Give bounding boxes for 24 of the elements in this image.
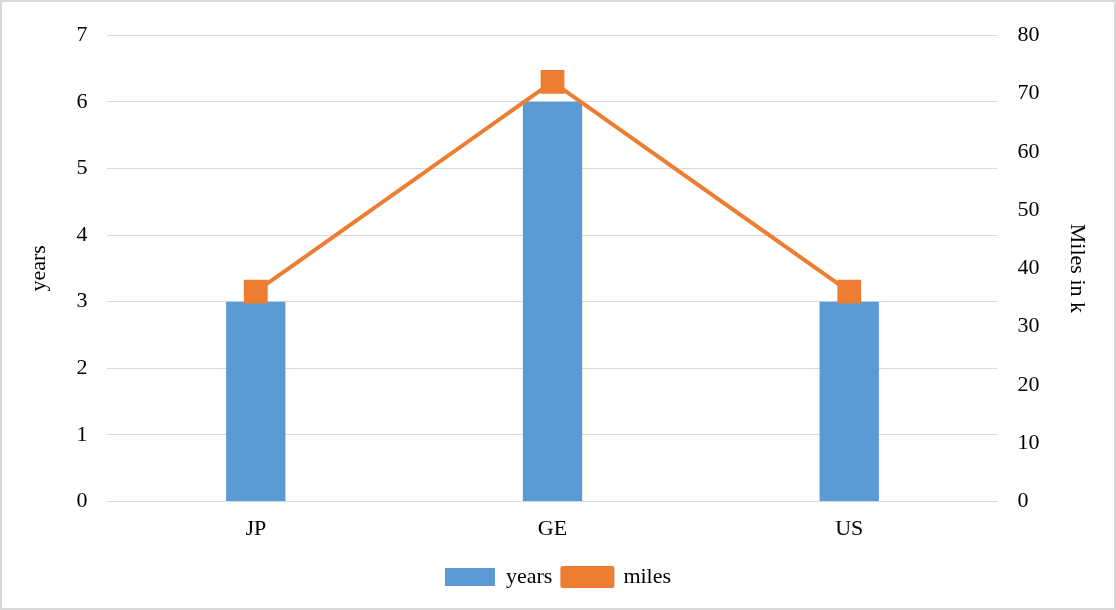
y2-axis-title: Miles in k <box>1066 223 1092 314</box>
y2-tick-label: 10 <box>1017 429 1040 455</box>
y-tick-label: 6 <box>76 87 88 113</box>
y2-tick-label: 60 <box>1017 137 1040 163</box>
y2-tick-label: 40 <box>1017 254 1040 280</box>
x-tick-label: JP <box>245 514 267 540</box>
y2-tick-label: 70 <box>1017 79 1040 105</box>
y2-tick-label: 30 <box>1017 312 1040 338</box>
x-tick-label: US <box>835 514 864 540</box>
x-tick-label: GE <box>537 514 568 540</box>
y2-tick-label: 50 <box>1017 195 1040 221</box>
legend-label: miles <box>623 562 672 588</box>
y-tick-label: 1 <box>76 420 88 446</box>
y2-tick-label: 0 <box>1017 487 1029 513</box>
y-tick-label: 0 <box>76 487 88 513</box>
y-axis-title: years <box>24 245 50 292</box>
y-tick-label: 2 <box>76 354 88 380</box>
y2-tick-label: 80 <box>1017 20 1040 46</box>
y2-tick-label: 20 <box>1017 370 1040 396</box>
y-tick-label: 3 <box>76 287 88 313</box>
y-tick-label: 5 <box>76 154 88 180</box>
y-tick-label: 4 <box>76 220 88 246</box>
legend-label: years <box>505 562 553 588</box>
y-tick-label: 7 <box>76 20 88 46</box>
